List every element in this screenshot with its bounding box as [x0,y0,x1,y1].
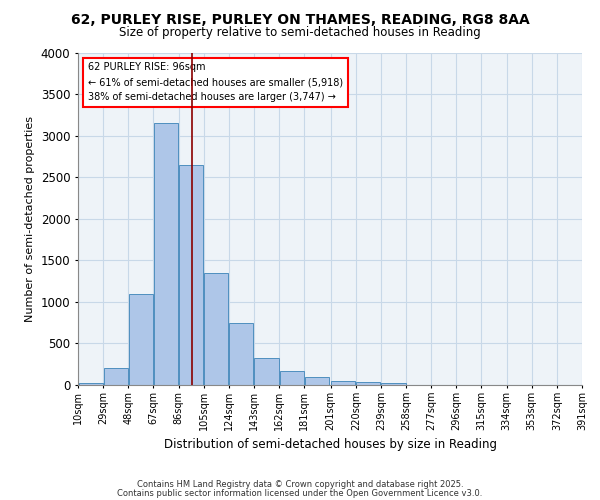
Text: Contains public sector information licensed under the Open Government Licence v3: Contains public sector information licen… [118,488,482,498]
Bar [104,368,128,385]
Bar [356,382,380,385]
Bar [154,123,178,385]
Bar [229,322,253,385]
Bar [179,164,203,385]
Bar [129,294,153,385]
Text: Contains HM Land Registry data © Crown copyright and database right 2025.: Contains HM Land Registry data © Crown c… [137,480,463,489]
Bar [382,382,406,385]
Text: 62, PURLEY RISE, PURLEY ON THAMES, READING, RG8 8AA: 62, PURLEY RISE, PURLEY ON THAMES, READI… [71,12,529,26]
X-axis label: Distribution of semi-detached houses by size in Reading: Distribution of semi-detached houses by … [163,438,497,452]
Bar [305,377,329,385]
Bar [331,381,355,385]
Bar [254,358,278,385]
Text: Size of property relative to semi-detached houses in Reading: Size of property relative to semi-detach… [119,26,481,39]
Bar [79,382,103,385]
Text: 62 PURLEY RISE: 96sqm
← 61% of semi-detached houses are smaller (5,918)
38% of s: 62 PURLEY RISE: 96sqm ← 61% of semi-deta… [88,62,343,102]
Y-axis label: Number of semi-detached properties: Number of semi-detached properties [25,116,35,322]
Bar [204,273,228,385]
Bar [280,372,304,385]
